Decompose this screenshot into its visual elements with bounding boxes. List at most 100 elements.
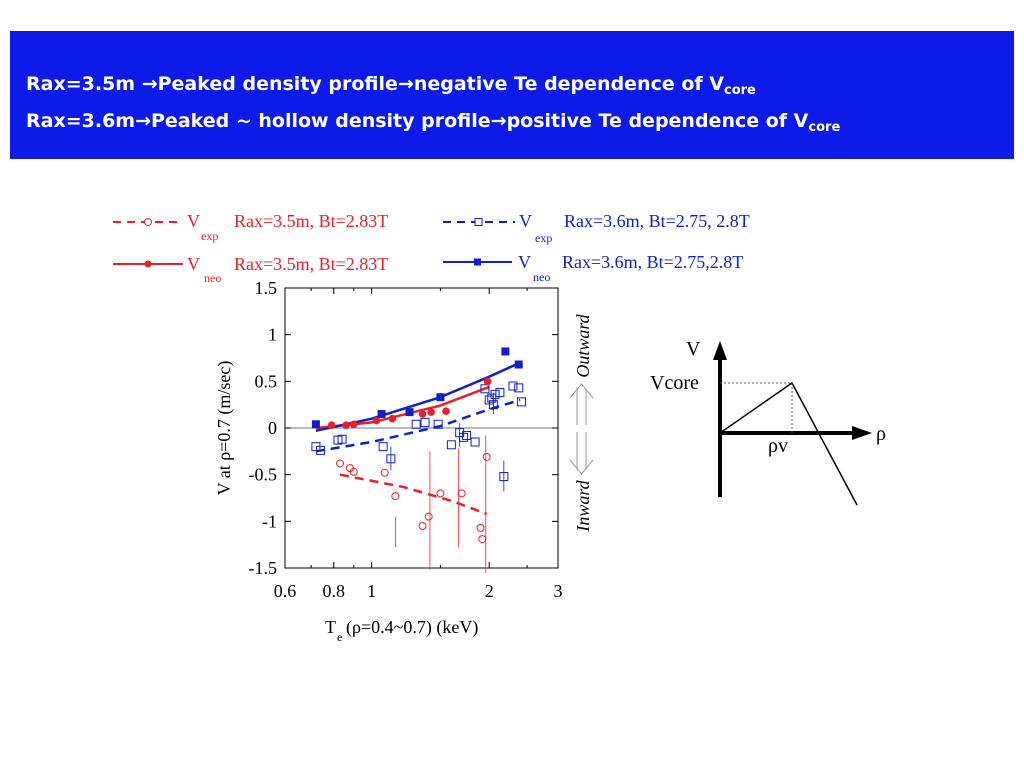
x-axis-label-main: T (325, 617, 336, 637)
data-point-open-circle (424, 512, 433, 521)
legend-label: Rax=3.5m, Bt=2.83T (234, 211, 388, 231)
y-tick-label: 1 (268, 325, 277, 345)
data-point-filled-circle (418, 410, 427, 418)
data-point-open-circle (418, 522, 427, 530)
data-point-open-square (480, 384, 490, 394)
data-point-open-circle (349, 467, 358, 476)
y-tick-label: -0.5 (249, 465, 278, 485)
title-line-2-sub: core (808, 120, 841, 135)
data-point-open-circle (476, 523, 485, 532)
title-line-1: Rax=3.5m →Peaked density profile→negativ… (26, 69, 1014, 106)
legend-entry-vexp-35: V exp Rax=3.5m, Bt=2.83T (113, 211, 388, 243)
data-point-open-circle (482, 452, 491, 461)
outward-label: Outward (573, 313, 593, 377)
schematic-rho-label: ρ (876, 423, 886, 445)
legend-entry-vneo-35: V neo Rax=3.5m, Bt=2.83T (113, 254, 388, 285)
data-point-open-square (495, 388, 505, 398)
data-point-open-circle (457, 489, 466, 498)
legend-label: Rax=3.6m, Bt=2.75, 2.8T (564, 211, 750, 231)
data-point-open-circle (336, 459, 345, 468)
title-line-2-text: Rax=3.6m→Peaked ~ hollow density profile… (26, 110, 809, 132)
data-point-open-square (337, 434, 347, 444)
x-tick-label: 2 (485, 581, 494, 601)
data-point-open-circle (380, 468, 389, 477)
y-tick-label: 0.5 (255, 371, 278, 391)
y-tick-label: 1.5 (255, 278, 278, 298)
plot-area (284, 287, 559, 573)
exp-fit-line (339, 473, 488, 516)
data-point-open-circle (436, 489, 445, 498)
title-line-1-sub: core (724, 83, 756, 98)
data-point-filled-square (514, 360, 523, 369)
y-tick-label: -1.5 (249, 558, 278, 578)
legend-label: Rax=3.5m, Bt=2.83T (234, 254, 388, 274)
x-tick-label: 0.8 (323, 581, 346, 601)
data-point-filled-circle (388, 414, 397, 423)
data-point-filled-circle (349, 420, 358, 429)
data-point-open-square (517, 397, 527, 407)
data-point-filled-circle (442, 407, 450, 416)
title-banner: Rax=3.5m →Peaked density profile→negativ… (10, 31, 1014, 159)
data-point-open-square (490, 389, 500, 399)
title-line-2: Rax=3.6m→Peaked ~ hollow density profile… (26, 106, 1014, 143)
outward-arrow-icon (569, 383, 594, 425)
legend-symbol: V (187, 254, 200, 274)
velocity-profile-line (719, 381, 858, 506)
data-point-open-square (462, 430, 472, 440)
title-line-1-text: Rax=3.5m →Peaked density profile→negativ… (26, 73, 724, 95)
data-point-filled-circle (342, 421, 350, 430)
legend-sub: neo (533, 270, 550, 284)
x-axis-label-rest: (ρ=0.4~0.7) (keV) (346, 617, 478, 638)
data-point-open-square (508, 381, 518, 391)
data-point-filled-square (501, 347, 510, 356)
data-point-open-circle (391, 492, 400, 501)
rho-axis-arrowhead-icon (852, 426, 872, 440)
data-point-open-square (420, 417, 430, 427)
legend-label: Rax=3.6m, Bt=2.75,2.8T (562, 252, 743, 272)
data-point-open-square (386, 454, 396, 464)
data-point-filled-square (436, 393, 445, 402)
y-tick-label: -1 (262, 511, 277, 531)
data-point-open-square (499, 472, 509, 482)
x-tick-label: 3 (554, 581, 563, 601)
data-point-open-square (411, 419, 421, 429)
data-point-open-square (446, 440, 456, 450)
legend-sub: exp (535, 231, 552, 245)
legend: V exp Rax=3.5m, Bt=2.83T V exp Rax=3.6m,… (113, 211, 750, 285)
data-point-open-square (470, 437, 480, 447)
data-point-open-square (433, 419, 443, 429)
inward-arrow-icon (569, 432, 594, 475)
data-point-open-square (488, 400, 498, 410)
data-point-open-square (316, 445, 326, 455)
legend-sub: neo (204, 271, 221, 285)
schematic-vcore-label: Vcore (650, 372, 699, 394)
y-axis-label: V at ρ=0.7 (m/sec) (214, 361, 235, 496)
x-tick-label: 1 (367, 581, 376, 601)
data-point-open-square (514, 383, 524, 393)
schematic-v-label: V (686, 338, 701, 360)
data-point-open-circle (478, 535, 487, 544)
legend-symbol: V (187, 211, 200, 231)
schematic-diagram: V Vcore ρ ρv (650, 338, 886, 506)
direction-annotation: Outward Inward (569, 313, 594, 533)
data-point-filled-circle (427, 408, 435, 416)
data-point-filled-square (405, 408, 414, 417)
schematic-rhov-label: ρv (768, 435, 788, 457)
data-point-filled-square (311, 420, 320, 429)
exp-fit-line (315, 398, 521, 453)
legend-sub: exp (201, 229, 218, 243)
inward-label: Inward (573, 479, 593, 532)
data-point-open-square (459, 432, 469, 442)
legend-entry-vneo-36: V neo Rax=3.6m, Bt=2.75,2.8T (443, 252, 743, 284)
data-point-filled-circle (372, 416, 381, 425)
legend-entry-vexp-36: V exp Rax=3.6m, Bt=2.75, 2.8T (443, 211, 750, 245)
y-tick-label: 0 (268, 418, 277, 438)
data-point-open-square (378, 442, 388, 452)
x-axis-label: T e (ρ=0.4~0.7) (keV) (325, 617, 478, 644)
data-point-filled-square (377, 410, 386, 418)
data-point-filled-circle (327, 421, 336, 430)
x-tick-label: 0.6 (274, 581, 297, 601)
neo-fit-line (315, 385, 490, 430)
v-axis-arrowhead-icon (713, 341, 727, 360)
